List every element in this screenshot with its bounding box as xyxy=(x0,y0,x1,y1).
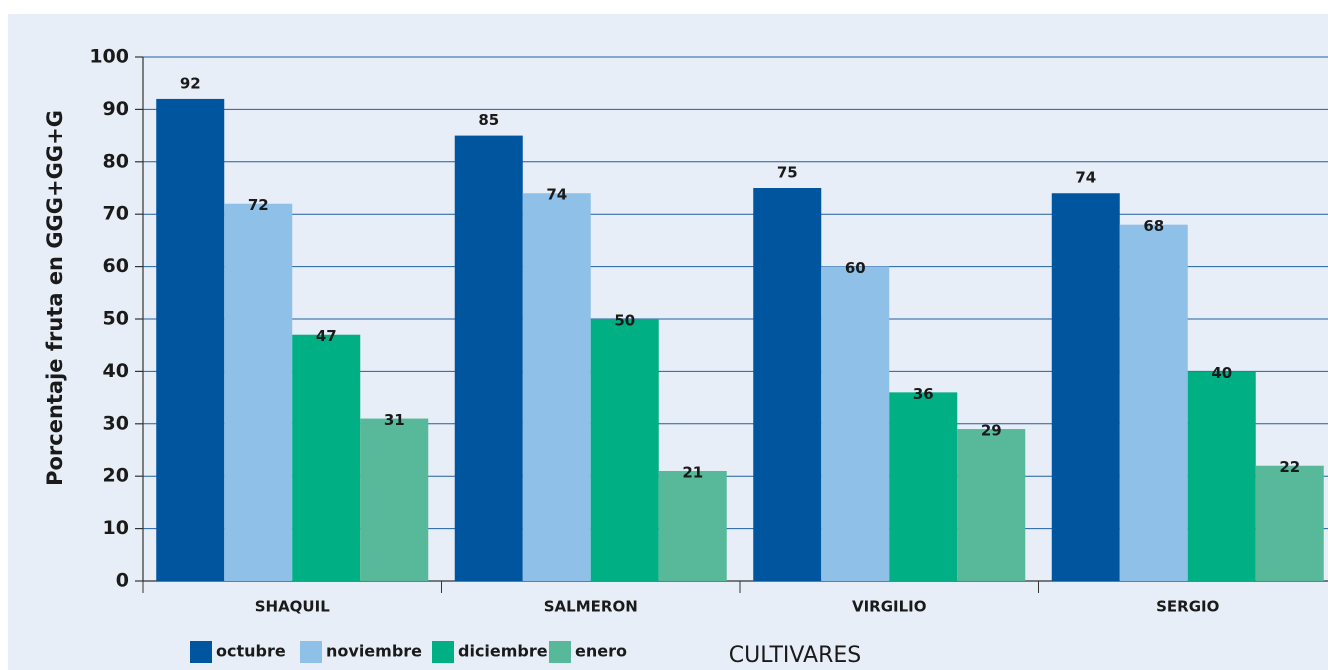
bar xyxy=(360,418,429,581)
bar xyxy=(1051,193,1120,582)
data-label: 40 xyxy=(1211,364,1232,382)
x-tick-label: SERGIO xyxy=(1156,598,1219,616)
data-label: 22 xyxy=(1279,458,1300,476)
legend-swatch xyxy=(432,641,454,663)
bar xyxy=(1255,465,1324,581)
x-axis-label: CULTIVARES xyxy=(729,643,861,668)
data-label: 92 xyxy=(180,74,201,92)
data-label: 85 xyxy=(478,111,499,129)
data-label: 60 xyxy=(845,259,866,277)
legend-label: enero xyxy=(575,642,627,661)
y-axis-label: Porcentaje fruta en GGG+GG+G xyxy=(43,110,67,486)
y-tick-label: 90 xyxy=(103,98,129,120)
legend-swatch xyxy=(300,641,322,663)
legend-label: noviembre xyxy=(326,642,422,661)
y-tick-label: 10 xyxy=(103,517,129,539)
legend-swatch xyxy=(190,641,212,663)
bar xyxy=(821,266,890,581)
bar xyxy=(1119,224,1188,581)
legend-label: diciembre xyxy=(458,642,548,661)
bar xyxy=(658,470,727,581)
bar xyxy=(454,135,523,581)
data-label: 75 xyxy=(777,164,798,182)
y-tick-label: 60 xyxy=(103,255,129,277)
x-tick-label: SHAQUIL xyxy=(255,598,330,616)
data-label: 31 xyxy=(384,411,405,429)
y-tick-label: 30 xyxy=(103,412,129,434)
y-tick-label: 0 xyxy=(116,570,129,592)
legend-label: octubre xyxy=(216,642,286,661)
y-tick-label: 40 xyxy=(103,360,129,382)
bar xyxy=(1187,371,1256,581)
data-label: 72 xyxy=(248,196,269,214)
data-label: 74 xyxy=(1075,169,1096,187)
data-label: 50 xyxy=(614,312,635,330)
data-label: 47 xyxy=(316,327,337,345)
bar xyxy=(957,429,1026,581)
x-tick-label: SALMERON xyxy=(544,598,638,616)
data-label: 29 xyxy=(981,422,1002,440)
data-label: 68 xyxy=(1143,217,1164,235)
bar xyxy=(590,319,659,581)
bar xyxy=(889,392,958,581)
y-tick-label: 70 xyxy=(103,203,129,225)
bar xyxy=(156,98,225,582)
data-label: 36 xyxy=(913,385,934,403)
data-label: 21 xyxy=(682,463,703,481)
x-tick-label: VIRGILIO xyxy=(852,598,927,616)
data-label: 74 xyxy=(546,186,567,204)
legend-swatch xyxy=(549,641,571,663)
y-tick-label: 50 xyxy=(103,308,129,330)
bar xyxy=(522,193,591,582)
bar xyxy=(224,203,293,581)
y-tick-label: 20 xyxy=(103,465,129,487)
bar xyxy=(753,188,822,581)
bar xyxy=(292,334,361,581)
y-tick-label: 100 xyxy=(89,46,129,68)
y-tick-label: 80 xyxy=(103,150,129,172)
